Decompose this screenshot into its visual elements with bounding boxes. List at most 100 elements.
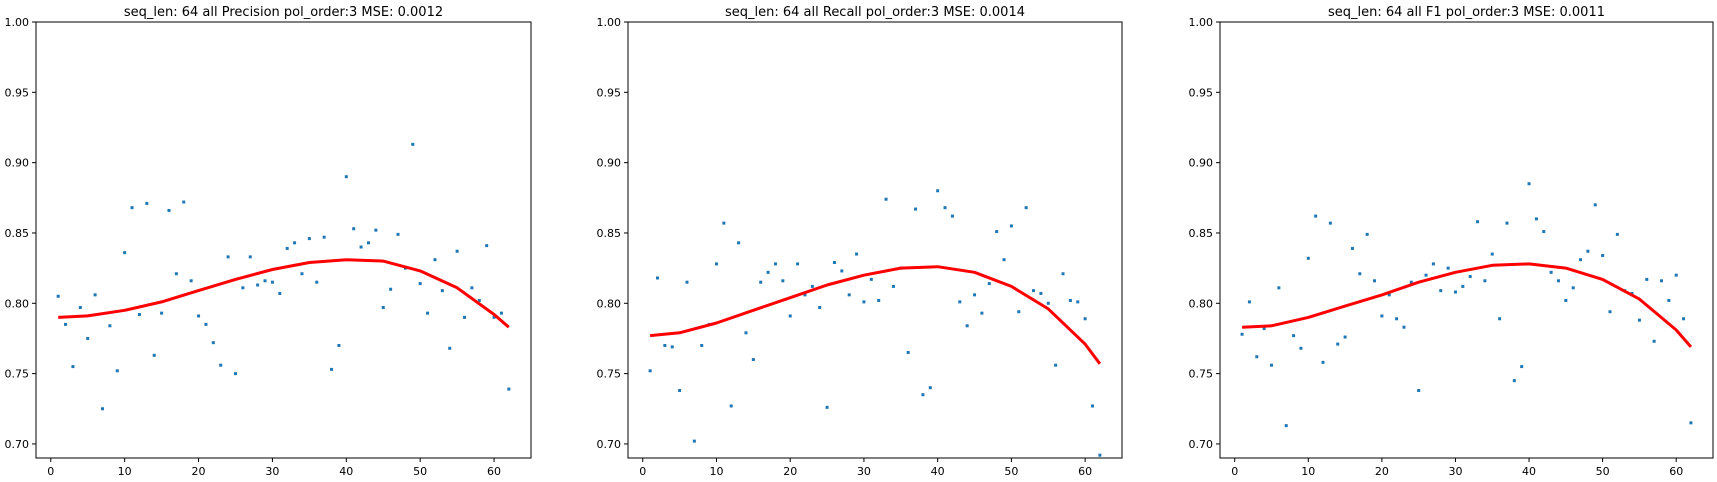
data-point <box>803 293 807 297</box>
data-point <box>855 252 859 256</box>
data-point <box>1299 346 1303 350</box>
data-point <box>1615 232 1619 236</box>
y-tick-label: 0.90 <box>1189 157 1214 170</box>
data-point <box>1076 300 1080 304</box>
data-point <box>263 279 267 283</box>
data-point <box>226 255 230 259</box>
y-tick-label: 0.90 <box>597 157 622 170</box>
data-point <box>1637 318 1641 322</box>
data-point <box>1446 266 1450 270</box>
y-tick-label: 0.95 <box>1189 86 1214 99</box>
data-point <box>670 345 674 349</box>
data-point <box>426 311 430 315</box>
data-point <box>1409 280 1413 284</box>
data-point <box>86 336 90 340</box>
y-tick-label: 1.00 <box>1189 16 1214 29</box>
data-point <box>463 315 467 319</box>
data-point <box>766 270 770 274</box>
data-point <box>1068 298 1072 302</box>
data-point <box>1579 258 1583 262</box>
x-tick-label: 20 <box>783 465 797 478</box>
data-point <box>1032 289 1036 293</box>
data-point <box>928 386 932 390</box>
data-point <box>233 372 237 376</box>
data-point <box>744 331 748 335</box>
data-point <box>692 439 696 443</box>
data-point <box>160 311 164 315</box>
data-point <box>1520 365 1524 369</box>
plot-frame <box>35 21 532 459</box>
data-point <box>137 313 141 317</box>
data-point <box>751 358 755 362</box>
data-point <box>1667 298 1671 302</box>
data-point <box>1380 314 1384 318</box>
data-point <box>366 241 370 245</box>
x-tick-label: 40 <box>931 465 945 478</box>
data-point <box>411 142 415 146</box>
data-point <box>1527 182 1531 186</box>
y-tick-label: 0.80 <box>1189 297 1214 310</box>
data-point <box>1343 335 1347 339</box>
x-tick-label: 30 <box>857 465 871 478</box>
data-point <box>123 251 127 255</box>
data-point <box>270 280 274 284</box>
data-point <box>1652 339 1656 343</box>
data-point <box>796 262 800 266</box>
y-tick-label: 0.85 <box>5 227 30 240</box>
x-tick-label: 50 <box>413 465 427 478</box>
data-point <box>189 279 193 283</box>
y-tick-label: 0.75 <box>597 368 622 381</box>
y-tick-label: 0.70 <box>597 438 622 451</box>
data-point <box>1328 221 1332 225</box>
data-point <box>167 208 171 212</box>
chart-panel-3: seq_len: 64 all F1 pol_order:3 MSE: 0.00… <box>1189 5 1714 478</box>
data-point <box>1682 317 1686 321</box>
data-point <box>1424 273 1428 277</box>
x-tick-label: 20 <box>192 465 206 478</box>
data-point <box>1453 290 1457 294</box>
data-point <box>108 324 112 328</box>
data-point <box>455 249 459 253</box>
data-point <box>810 284 814 288</box>
data-point <box>1439 289 1443 293</box>
data-point <box>759 280 763 284</box>
data-point <box>1046 301 1050 305</box>
data-point <box>352 227 356 231</box>
data-point <box>788 314 792 318</box>
data-point <box>1534 217 1538 221</box>
data-point <box>418 282 422 286</box>
x-tick-label: 30 <box>1448 465 1462 478</box>
data-point <box>507 387 511 391</box>
data-point <box>145 201 149 205</box>
data-point <box>825 405 829 409</box>
data-point <box>56 294 60 298</box>
polynomial-fit-line <box>1242 262 1693 348</box>
data-point <box>1564 298 1568 302</box>
data-point <box>995 230 999 234</box>
data-point <box>152 353 156 357</box>
y-tick-label: 0.70 <box>5 438 30 451</box>
data-point <box>1395 317 1399 321</box>
data-point <box>1498 317 1502 321</box>
data-point <box>1024 206 1028 210</box>
plot-frame <box>1219 21 1714 459</box>
data-point <box>1306 256 1310 260</box>
data-point <box>174 272 178 276</box>
data-point <box>1468 275 1472 279</box>
data-point <box>499 311 503 315</box>
x-tick-label: 40 <box>1522 465 1536 478</box>
data-point <box>315 280 319 284</box>
data-point <box>1017 310 1021 314</box>
data-point <box>71 365 75 369</box>
x-tick-label: 0 <box>47 465 54 478</box>
data-point <box>1512 379 1516 383</box>
data-point <box>300 272 304 276</box>
data-point <box>389 287 393 291</box>
data-point <box>1608 310 1612 314</box>
chart-title: seq_len: 64 all F1 pol_order:3 MSE: 0.00… <box>1328 5 1605 20</box>
data-point <box>1098 453 1102 457</box>
data-point <box>655 276 659 280</box>
x-tick-label: 50 <box>1596 465 1610 478</box>
y-tick-label: 0.90 <box>5 157 30 170</box>
data-point <box>470 286 474 290</box>
